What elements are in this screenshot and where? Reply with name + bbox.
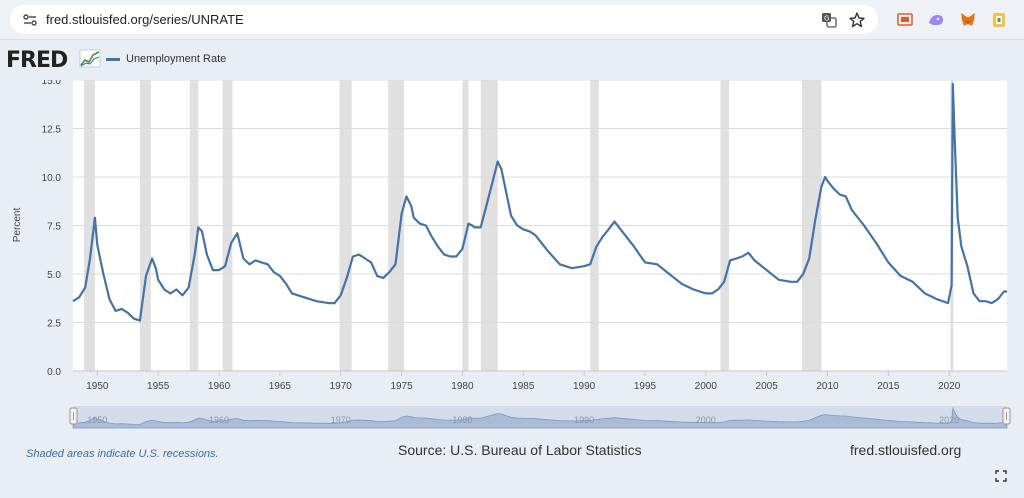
unemployment-chart[interactable]: 0.0 2.5 5.0 7.5 10.0 12.5 15.0 1950 1955 1960 196… — [0, 80, 1024, 430]
fullscreen-icon[interactable] — [995, 470, 1007, 482]
y-tick-label: 0.0 — [47, 367, 61, 378]
browser-toolbar: fred.stlouisfed.org/series/UNRATE G — [0, 0, 1024, 40]
navigator-labels: 1950 1960 1970 1980 1990 2000 2020 — [87, 415, 959, 425]
series-line-unemployment-rate[interactable] — [72, 82, 1007, 322]
navigator-label: 1980 — [452, 415, 472, 425]
x-tick-label: 2000 — [695, 381, 718, 392]
y-tick-label: 15.0 — [42, 80, 62, 87]
x-tick-label: 2005 — [756, 381, 779, 392]
x-tick-label: 1960 — [208, 381, 231, 392]
x-tick-label: 1965 — [269, 381, 292, 392]
navigator-label: 2000 — [696, 415, 716, 425]
y-axis-ticks: 0.0 2.5 5.0 7.5 10.0 12.5 15.0 — [42, 80, 62, 378]
site-link[interactable]: fred.stlouisfed.org — [850, 442, 962, 458]
x-tick-label: 1975 — [390, 381, 413, 392]
legend-label: Unemployment Rate — [126, 53, 227, 65]
y-tick-label: 7.5 — [47, 222, 61, 233]
site-info-icon[interactable] — [22, 13, 38, 27]
recession-note: Shaded areas indicate U.S. recessions. — [26, 448, 219, 460]
x-tick-label: 1955 — [147, 381, 170, 392]
x-tick-label: 1970 — [330, 381, 353, 392]
y-tick-label: 12.5 — [42, 125, 62, 136]
fred-graph-page: FRED Unemployment Rate 0.0 2.5 5.0 7.5 10.0 1… — [0, 40, 1024, 498]
navigator-label: 1970 — [331, 415, 351, 425]
y-axis-label: Percent — [12, 208, 23, 243]
navigator-label: 1950 — [87, 415, 107, 425]
fred-logo[interactable]: FRED — [6, 46, 106, 72]
star-icon[interactable] — [848, 11, 866, 29]
metamask-fox-icon[interactable] — [959, 11, 977, 29]
x-tick-label: 1990 — [573, 381, 596, 392]
x-tick-label: 1995 — [634, 381, 657, 392]
x-tick-label: 1985 — [512, 381, 535, 392]
legend-swatch — [106, 57, 120, 61]
translate-icon[interactable]: G — [820, 11, 838, 29]
svg-text:G: G — [824, 15, 829, 23]
address-bar[interactable]: fred.stlouisfed.org/series/UNRATE G — [10, 5, 878, 34]
range-navigator[interactable]: 1950 1960 1970 1980 1990 2000 2020 — [69, 406, 1011, 429]
url-text[interactable]: fred.stlouisfed.org/series/UNRATE — [46, 12, 244, 27]
navigator-label: 1960 — [209, 415, 229, 425]
y-tick-label: 10.0 — [42, 173, 62, 184]
x-tick-label: 1980 — [451, 381, 474, 392]
fred-logo-text: FRED — [6, 48, 68, 72]
fred-logo-chart-icon — [79, 49, 101, 68]
x-tick-label: 2010 — [816, 381, 839, 392]
cast-icon[interactable] — [896, 11, 914, 29]
y-tick-label: 5.0 — [47, 270, 61, 281]
chart-legend[interactable]: Unemployment Rate — [106, 52, 226, 66]
navigator-label: 2020 — [939, 415, 959, 425]
gridlines — [73, 80, 1007, 323]
extension-purple-icon[interactable] — [927, 11, 945, 29]
source-text: Source: U.S. Bureau of Labor Statistics — [398, 442, 642, 458]
x-tick-label: 2020 — [938, 381, 961, 392]
navigator-label: 1990 — [574, 415, 594, 425]
x-tick-label: 2015 — [877, 381, 900, 392]
x-axis-ticks: 1950 1955 1960 1965 1970 1975 1980 1985 1990 1995… — [86, 371, 961, 392]
x-tick-label: 1950 — [86, 381, 109, 392]
extension-square-icon[interactable] — [990, 11, 1008, 29]
navigator-series-area — [72, 406, 1008, 429]
y-tick-label: 2.5 — [47, 319, 61, 330]
